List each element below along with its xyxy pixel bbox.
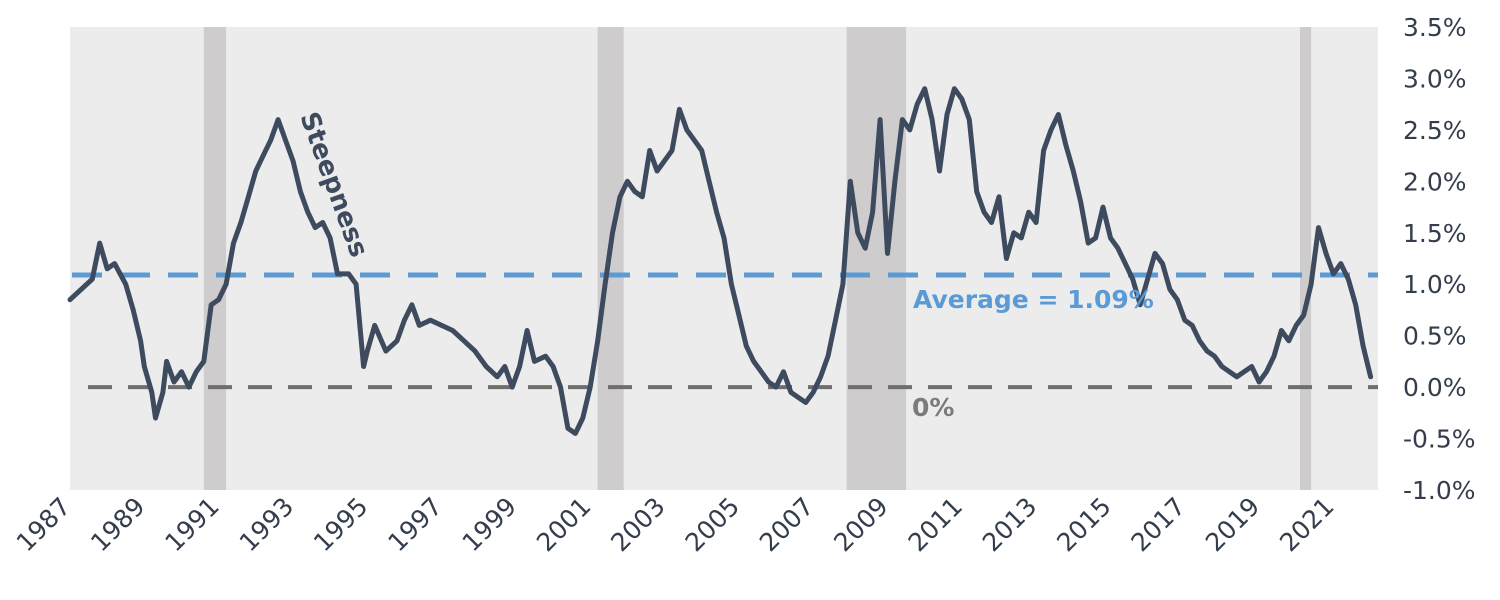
y-axis-ticks: 3.5% 3.0% 2.5% 2.0% 1.5% 1.0% 0.5% 0.0% -0.5% -1.…: [1403, 13, 1476, 505]
series-lines: [67, 86, 1374, 436]
x-tick-label: 1991: [159, 492, 224, 557]
recession-band-0: [203, 27, 227, 490]
average-line-label: Average = 1.09%: [913, 285, 1154, 314]
x-tick-label: 1997: [382, 492, 447, 557]
y-tick-label: 1.5%: [1403, 219, 1467, 248]
x-tick-label: 1993: [234, 492, 299, 557]
x-tick-label: 2017: [1126, 492, 1191, 557]
x-tick-label: 1989: [85, 492, 150, 557]
x-tick-label: 2001: [531, 492, 596, 557]
recession-band-2: [846, 27, 907, 490]
recession-bands: [203, 27, 1312, 490]
y-tick-label: -1.0%: [1403, 476, 1476, 505]
y-tick-label: 2.0%: [1403, 167, 1467, 196]
x-tick-label: 2011: [903, 492, 968, 557]
y-tick-label: 0.5%: [1403, 322, 1467, 351]
x-tick-label: 2007: [754, 492, 819, 557]
x-tick-label: 1987: [11, 492, 76, 557]
recession-band-3: [1299, 27, 1312, 490]
y-tick-label: 0.0%: [1403, 373, 1467, 402]
zero-line-label: 0%: [912, 393, 954, 422]
y-tick-label: 2.5%: [1403, 116, 1467, 145]
y-tick-label: 1.0%: [1403, 270, 1467, 299]
x-tick-label: 2019: [1200, 492, 1265, 557]
x-tick-label: 2015: [1051, 492, 1116, 557]
x-tick-label: 2021: [1274, 492, 1339, 557]
x-tick-label: 2013: [977, 492, 1042, 557]
y-tick-label: 3.5%: [1403, 13, 1467, 42]
y-tick-label: 3.0%: [1403, 64, 1467, 93]
x-tick-label: 1999: [457, 492, 522, 557]
x-tick-label: 2005: [680, 492, 745, 557]
steepness-series-line: [67, 86, 1374, 436]
x-tick-label: 2003: [605, 492, 670, 557]
reference-lines: [72, 272, 1378, 390]
x-tick-label: 2009: [828, 492, 893, 557]
x-tick-label: 1995: [308, 492, 373, 557]
y-tick-label: -0.5%: [1403, 425, 1476, 454]
plot-background: [70, 27, 1378, 490]
x-axis-ticks: 1987 1989 1991 1993 1995 1997 1999 2001 2003 2005…: [11, 492, 1340, 557]
